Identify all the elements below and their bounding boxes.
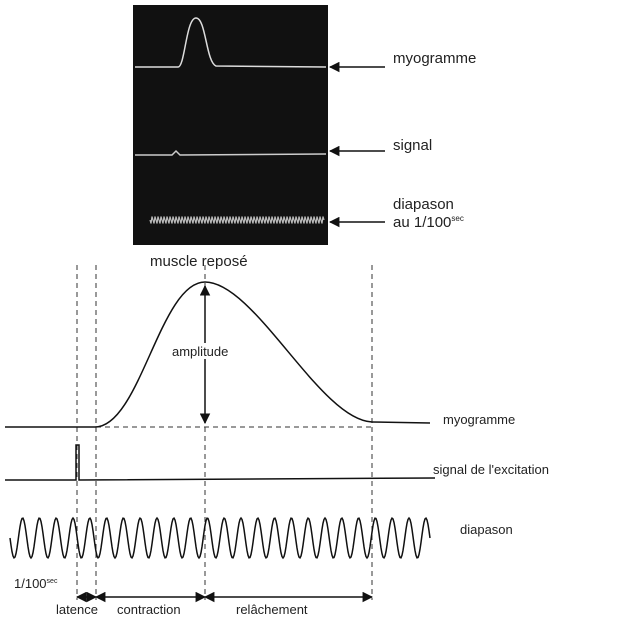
label: signal de l'excitation	[433, 462, 549, 477]
label: myogramme	[393, 50, 476, 67]
phase-label: latence	[56, 602, 98, 617]
superscript: sec	[47, 578, 58, 585]
label: au 1/100sec	[393, 214, 464, 231]
recording-panel	[133, 5, 328, 245]
label: 1/100	[14, 576, 47, 591]
label: 1/100sec	[14, 576, 58, 591]
photo-diapason-trace	[149, 216, 325, 224]
signal-trace	[5, 444, 436, 481]
label: diapason	[460, 522, 513, 537]
diapason-trace	[9, 516, 431, 560]
phase-label: contraction	[117, 602, 181, 617]
label: signal	[393, 137, 432, 154]
label: au 1/100	[393, 214, 451, 231]
caption: muscle reposé	[150, 253, 248, 270]
label: diapason	[393, 196, 454, 213]
label: amplitude	[172, 344, 228, 359]
photo-signal-trace	[135, 149, 327, 156]
label: myogramme	[443, 412, 515, 427]
photo-myogram-trace	[135, 17, 327, 68]
superscript: sec	[451, 214, 463, 223]
label-bg	[170, 343, 240, 359]
phase-label: relâchement	[236, 602, 308, 617]
myogram-curve	[5, 281, 431, 428]
